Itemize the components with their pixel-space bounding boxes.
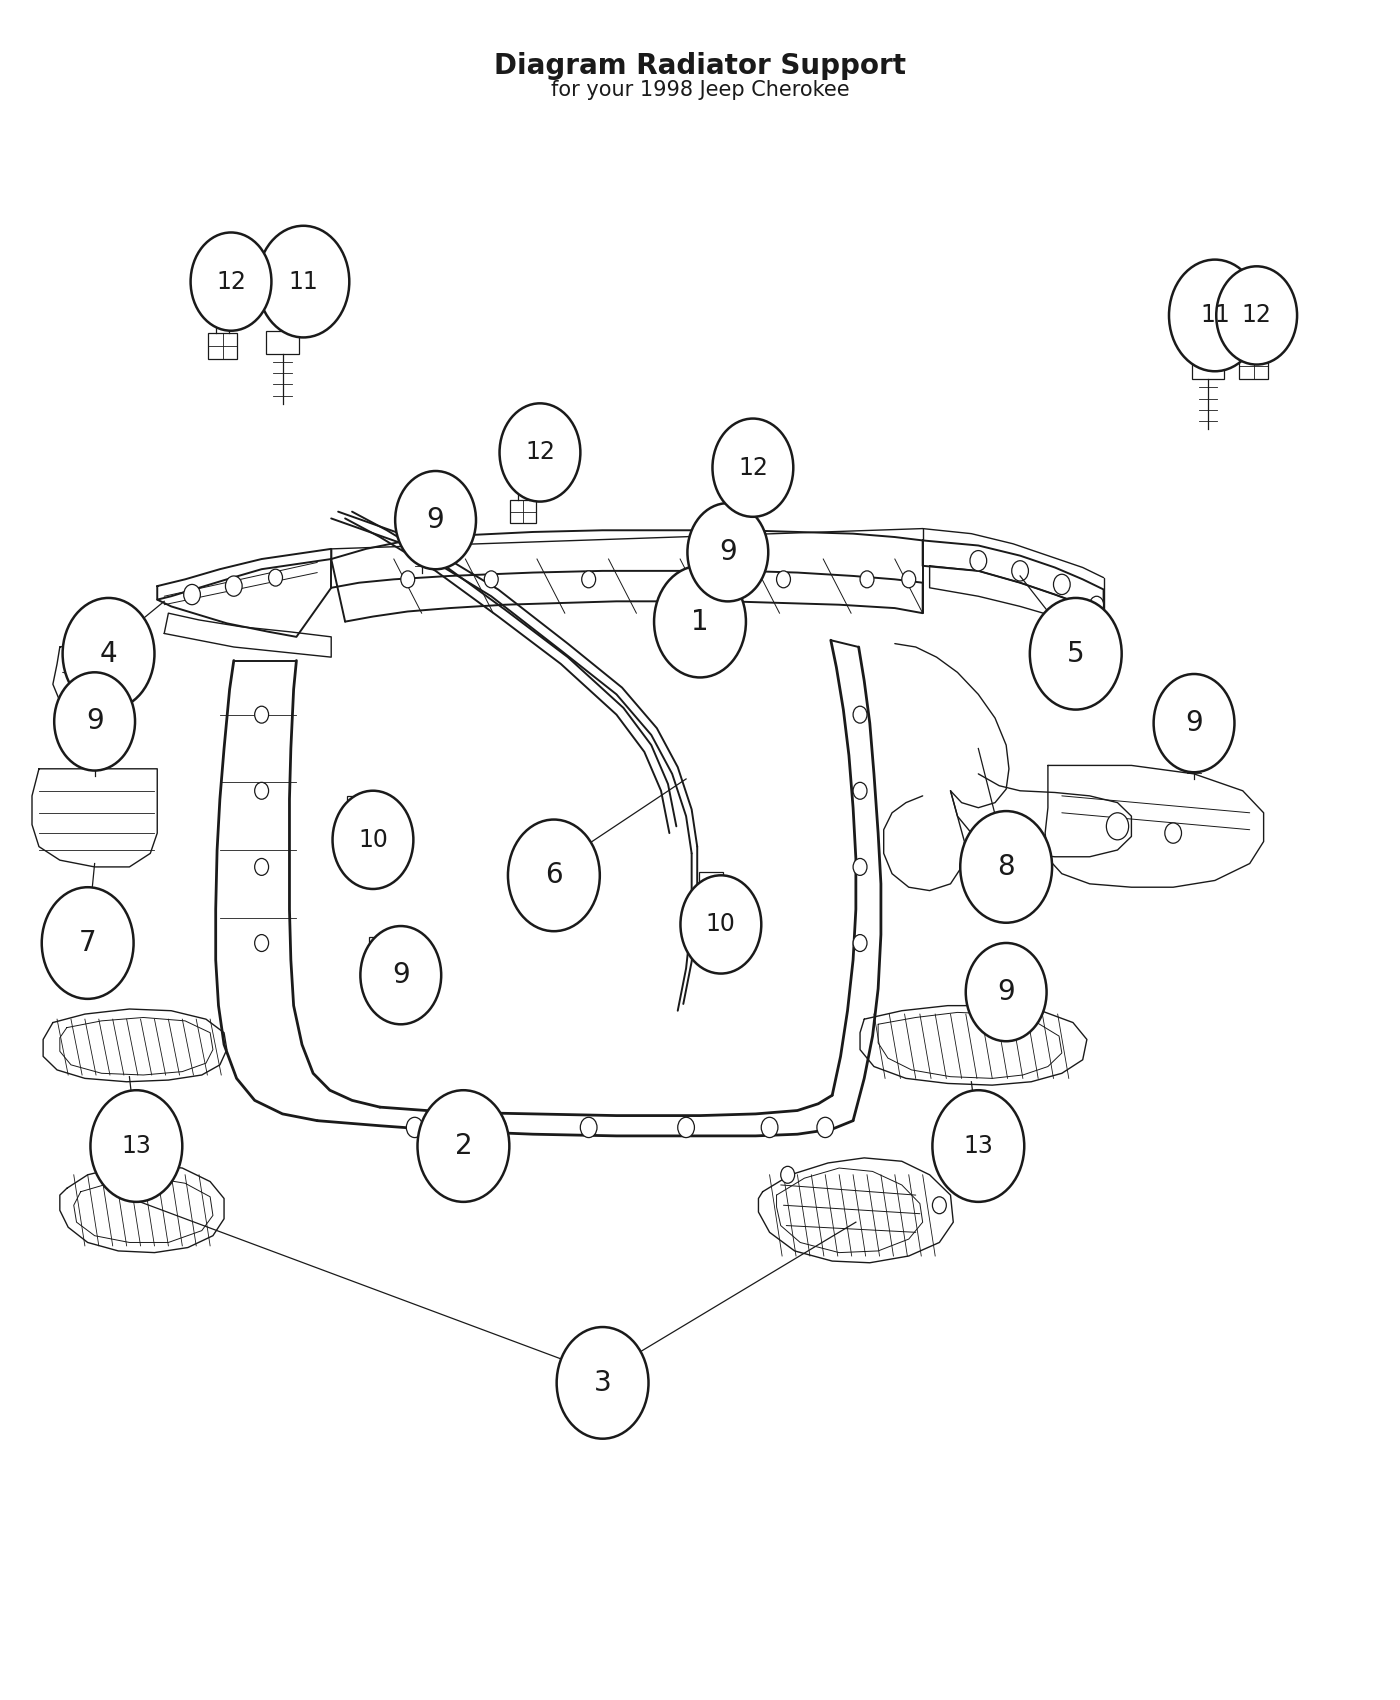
Circle shape [902, 571, 916, 588]
Text: 11: 11 [288, 270, 318, 294]
Circle shape [490, 1117, 507, 1137]
Circle shape [255, 706, 269, 722]
Text: 9: 9 [997, 977, 1015, 1006]
Circle shape [932, 1090, 1025, 1202]
FancyBboxPatch shape [1239, 354, 1268, 379]
Text: 9: 9 [85, 707, 104, 736]
Circle shape [225, 576, 242, 597]
Text: 9: 9 [427, 507, 444, 534]
Text: 2: 2 [455, 1132, 472, 1159]
Circle shape [762, 1117, 778, 1137]
Circle shape [406, 1117, 423, 1137]
Circle shape [687, 503, 769, 602]
Circle shape [1053, 575, 1070, 595]
Circle shape [678, 1117, 694, 1137]
Circle shape [400, 571, 414, 588]
Circle shape [1165, 823, 1182, 843]
Text: 10: 10 [706, 913, 736, 937]
Text: 9: 9 [720, 539, 736, 566]
Circle shape [255, 782, 269, 799]
FancyBboxPatch shape [700, 872, 722, 889]
FancyBboxPatch shape [694, 549, 720, 566]
FancyBboxPatch shape [370, 937, 391, 952]
Circle shape [966, 944, 1047, 1040]
Circle shape [258, 226, 350, 337]
Circle shape [1217, 267, 1296, 364]
Circle shape [777, 571, 791, 588]
Circle shape [63, 598, 154, 709]
Circle shape [654, 566, 746, 678]
Circle shape [91, 1090, 182, 1202]
Circle shape [781, 1166, 795, 1183]
Text: 11: 11 [1200, 303, 1229, 328]
Text: 12: 12 [738, 456, 767, 479]
Text: 4: 4 [99, 639, 118, 668]
Circle shape [970, 551, 987, 571]
Text: 3: 3 [594, 1368, 612, 1397]
Text: 5: 5 [1067, 639, 1085, 668]
FancyBboxPatch shape [995, 957, 1018, 972]
Circle shape [484, 571, 498, 588]
Circle shape [960, 811, 1051, 923]
Text: 12: 12 [525, 440, 554, 464]
Circle shape [255, 935, 269, 952]
Text: 9: 9 [1186, 709, 1203, 738]
Circle shape [55, 672, 134, 770]
FancyBboxPatch shape [720, 513, 746, 537]
Text: 13: 13 [122, 1134, 151, 1158]
Circle shape [42, 887, 133, 1000]
FancyBboxPatch shape [1182, 722, 1207, 740]
Circle shape [1089, 597, 1103, 614]
Circle shape [1154, 673, 1235, 772]
Circle shape [1012, 561, 1029, 581]
Circle shape [1169, 260, 1261, 371]
Text: 7: 7 [78, 928, 97, 957]
Circle shape [853, 858, 867, 876]
Circle shape [853, 935, 867, 952]
Circle shape [557, 1328, 648, 1438]
FancyBboxPatch shape [409, 517, 434, 534]
FancyBboxPatch shape [209, 333, 237, 359]
Text: for your 1998 Jeep Cherokee: for your 1998 Jeep Cherokee [550, 80, 850, 100]
Circle shape [500, 403, 581, 502]
Circle shape [255, 858, 269, 876]
Text: 12: 12 [216, 270, 246, 294]
Text: 6: 6 [545, 862, 563, 889]
Circle shape [581, 1117, 596, 1137]
Circle shape [1030, 598, 1121, 709]
Text: 9: 9 [392, 960, 410, 989]
Text: 1: 1 [692, 607, 708, 636]
Circle shape [508, 819, 599, 932]
Text: 8: 8 [997, 853, 1015, 881]
Circle shape [269, 570, 283, 586]
Circle shape [417, 1090, 510, 1202]
Circle shape [183, 585, 200, 605]
Circle shape [333, 790, 413, 889]
Circle shape [680, 876, 762, 974]
Circle shape [816, 1117, 833, 1137]
Text: 13: 13 [963, 1134, 993, 1158]
Circle shape [860, 571, 874, 588]
FancyBboxPatch shape [83, 719, 106, 736]
Circle shape [713, 418, 794, 517]
Circle shape [853, 706, 867, 722]
Circle shape [582, 571, 595, 588]
Circle shape [853, 782, 867, 799]
FancyBboxPatch shape [266, 332, 298, 354]
Text: 10: 10 [358, 828, 388, 852]
FancyBboxPatch shape [1191, 357, 1224, 379]
FancyBboxPatch shape [347, 796, 371, 813]
Text: 12: 12 [1242, 303, 1271, 328]
Circle shape [932, 1197, 946, 1214]
Circle shape [395, 471, 476, 570]
FancyBboxPatch shape [510, 500, 536, 524]
Text: Diagram Radiator Support: Diagram Radiator Support [494, 51, 906, 80]
Circle shape [679, 571, 693, 588]
Circle shape [1106, 813, 1128, 840]
Circle shape [360, 927, 441, 1025]
Circle shape [190, 233, 272, 332]
